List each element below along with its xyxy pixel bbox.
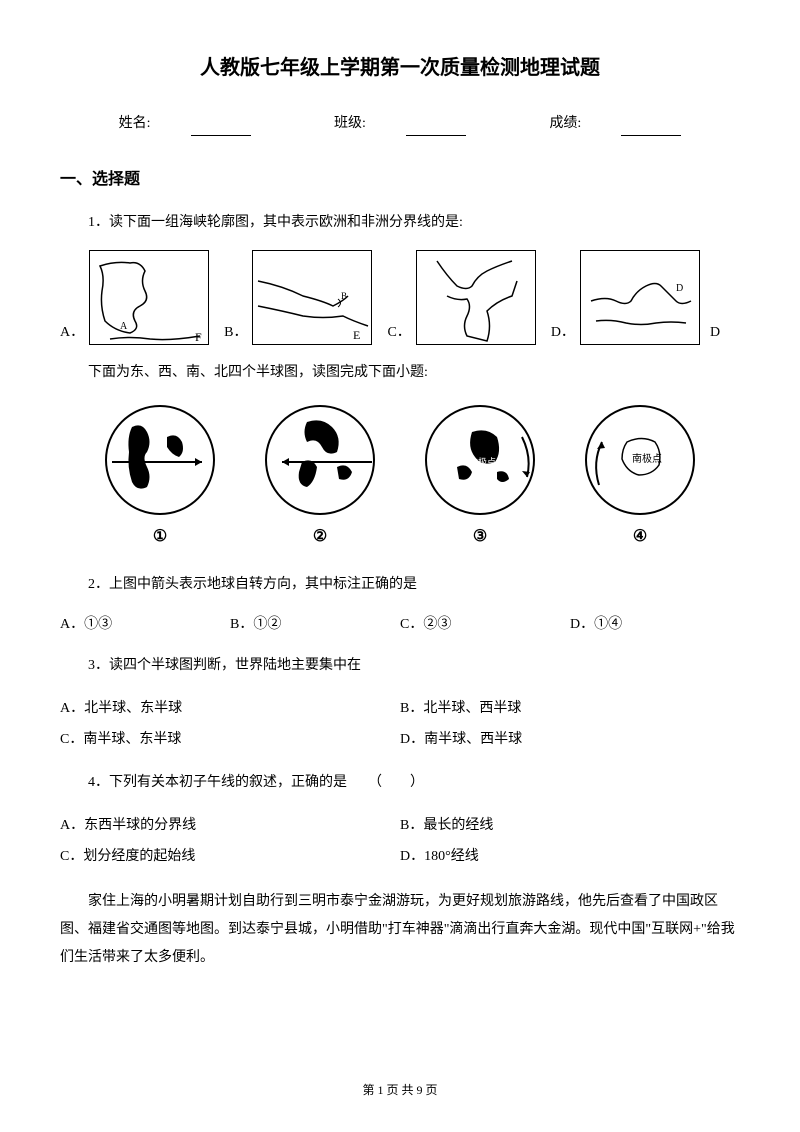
hemisphere-2: ②	[265, 405, 375, 552]
svg-text:南极点: 南极点	[632, 452, 662, 465]
q3-b: B．北半球、西半球	[400, 693, 740, 724]
map-box-a: A F	[89, 250, 209, 345]
q1-option-a: A． A F	[60, 250, 209, 345]
option-label: A．	[60, 320, 84, 345]
svg-text:B: B	[341, 291, 347, 301]
hemisphere-num-4: ④	[633, 523, 647, 552]
hemisphere-num-2: ②	[313, 523, 327, 552]
option-label: B．	[224, 320, 247, 345]
q4-b: B．最长的经线	[400, 810, 740, 841]
svg-text:D: D	[676, 283, 683, 294]
score-label: 成绩:	[529, 116, 701, 131]
svg-text:北极点: 北极点	[469, 456, 496, 467]
q2-c: C．②③	[400, 612, 570, 637]
question-3: 3．读四个半球图判断，世界陆地主要集中在	[60, 653, 740, 678]
passage: 家住上海的小明暑期计划自助行到三明市泰宁金湖游玩，为更好规划旅游路线，他先后查看…	[60, 888, 740, 972]
hemisphere-4: 南极点 ④	[585, 405, 695, 552]
option-letter-d: D	[710, 320, 720, 345]
map-box-c	[416, 250, 536, 345]
intro-hemispheres: 下面为东、西、南、北四个半球图，读图完成下面小题:	[60, 360, 740, 385]
q2-d: D．①④	[570, 612, 740, 637]
hemisphere-num-3: ③	[473, 523, 487, 552]
q1-option-c: C．	[387, 250, 535, 345]
q3-a: A．北半球、东半球	[60, 693, 400, 724]
question-2: 2．上图中箭头表示地球自转方向，其中标注正确的是	[60, 572, 740, 597]
hemisphere-1: ①	[105, 405, 215, 552]
name-label: 姓名:	[99, 116, 271, 131]
info-row: 姓名: 班级: 成绩:	[60, 111, 740, 136]
hemisphere-3: 北极点 ③	[425, 405, 535, 552]
q3-options: A．北半球、东半球 B．北半球、西半球 C．南半球、东半球 D．南半球、西半球	[60, 693, 740, 755]
q2-a: A．①③	[60, 612, 230, 637]
page-title: 人教版七年级上学期第一次质量检测地理试题	[60, 50, 740, 86]
map-box-b: B E	[252, 250, 372, 345]
q4-a: A．东西半球的分界线	[60, 810, 400, 841]
q4-c: C．划分经度的起始线	[60, 841, 400, 872]
q4-options: A．东西半球的分界线 B．最长的经线 C．划分经度的起始线 D．180°经线	[60, 810, 740, 872]
q4-d: D．180°经线	[400, 841, 740, 872]
svg-text:F: F	[195, 330, 202, 344]
option-label: D．	[551, 320, 575, 345]
option-label: C．	[387, 320, 410, 345]
q3-c: C．南半球、东半球	[60, 724, 400, 755]
svg-text:E: E	[353, 328, 360, 342]
hemispheres-row: ① ② 北极点 ③	[60, 405, 740, 552]
q2-b: B．①②	[230, 612, 400, 637]
class-label: 班级:	[314, 116, 486, 131]
map-box-d: D	[580, 250, 700, 345]
section-title: 一、选择题	[60, 166, 740, 195]
hemisphere-num-1: ①	[153, 523, 167, 552]
q1-option-d: D． D D	[551, 250, 720, 345]
q3-d: D．南半球、西半球	[400, 724, 740, 755]
page-footer: 第 1 页 共 9 页	[0, 1080, 800, 1102]
q1-option-b: B． B E	[224, 250, 372, 345]
question-1: 1．读下面一组海峡轮廓图，其中表示欧洲和非洲分界线的是:	[60, 210, 740, 235]
q1-options: A． A F B． B E C．	[60, 250, 740, 345]
inner-letter-a: A	[120, 321, 128, 332]
q2-options: A．①③ B．①② C．②③ D．①④	[60, 612, 740, 637]
question-4: 4．下列有关本初子午线的叙述，正确的是 （ ）	[60, 770, 740, 795]
